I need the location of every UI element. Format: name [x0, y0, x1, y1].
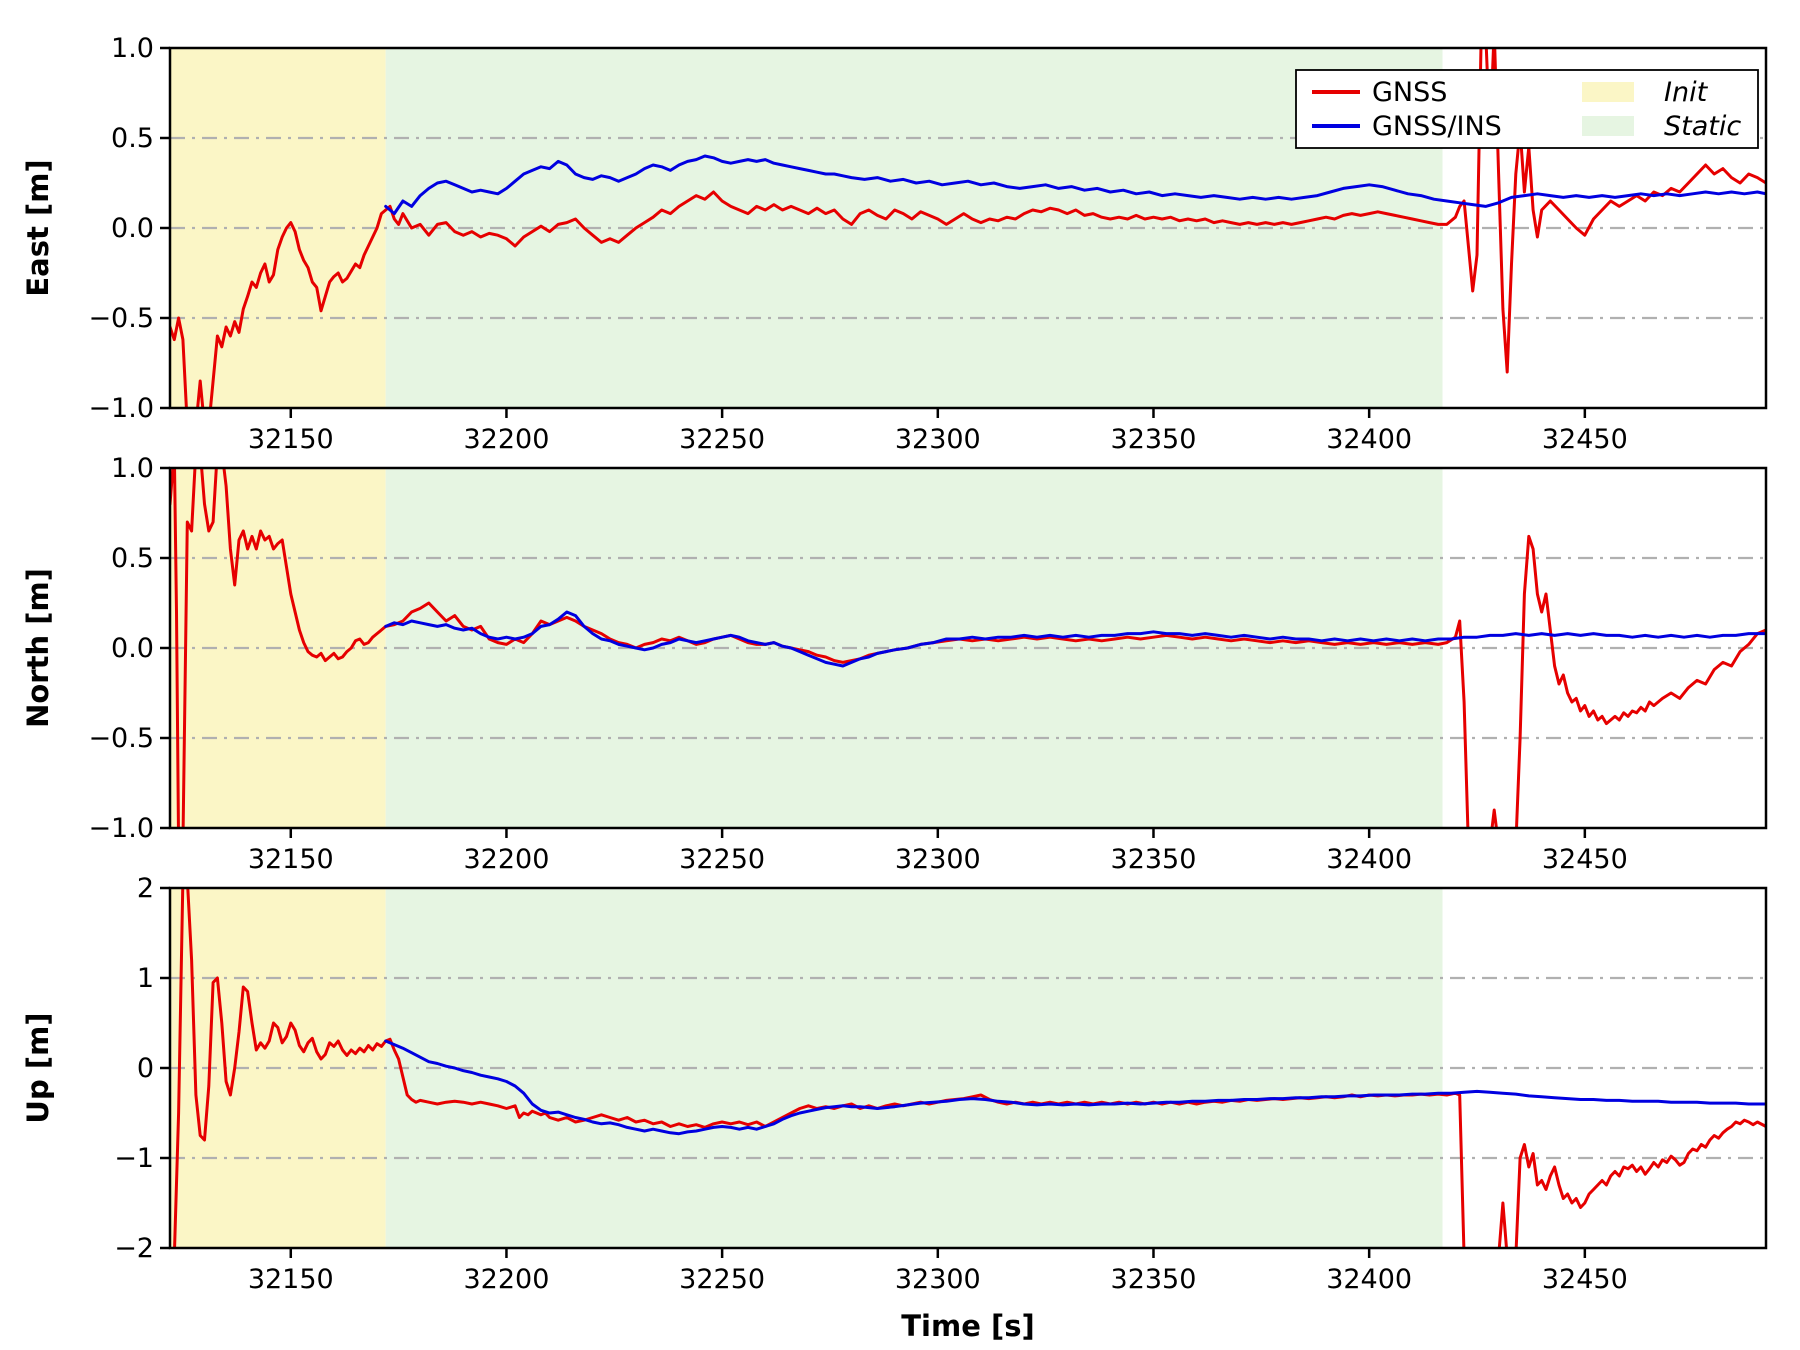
x-tick-label: 32350: [1111, 1264, 1197, 1295]
x-tick-label: 32450: [1542, 1264, 1628, 1295]
x-tick-label: 32200: [464, 1264, 550, 1295]
y-tick-label: −1.0: [88, 813, 154, 844]
x-tick-label: 32300: [895, 424, 981, 455]
x-tick-label: 32450: [1542, 424, 1628, 455]
series-gnss-ins: [384, 610, 1766, 668]
x-tick-label: 32150: [248, 1264, 334, 1295]
series-gnss: [170, 468, 1766, 828]
legend-patch-sample: [1582, 116, 1634, 136]
legend-patch-sample: [1582, 82, 1634, 102]
x-tick-label: 32150: [248, 844, 334, 875]
y-tick-label: −0.5: [88, 723, 154, 754]
panel-0: −1.0 −0.5 0.0 0.5 1.0 32150 32200 32250 32300 323…: [21, 33, 1768, 455]
legend-label-gnss: GNSS: [1372, 77, 1447, 108]
y-tick-label: −0.5: [88, 303, 154, 334]
legend-box: [1295, 69, 1759, 149]
x-tick-label: 32250: [679, 1264, 765, 1295]
x-tick-label: 32200: [464, 844, 550, 875]
y-tick-label: 0: [137, 1053, 154, 1084]
series-gnss-ins: [384, 154, 1766, 216]
x-tick-label: 32400: [1326, 844, 1412, 875]
y-tick-label: −1.0: [88, 393, 154, 424]
x-tick-label: 32300: [895, 844, 981, 875]
legend-label-static: Static: [1664, 111, 1741, 142]
y-tick-label: −1: [114, 1143, 154, 1174]
y-tick-label: 1.0: [111, 33, 154, 64]
x-tick-label: 32350: [1111, 844, 1197, 875]
x-tick-label: 32250: [679, 424, 765, 455]
legend-label-init: Init: [1664, 77, 1709, 108]
y-axis-label: East [m]: [21, 159, 55, 296]
x-tick-label: 32400: [1326, 424, 1412, 455]
y-axis-label: Up [m]: [21, 1012, 55, 1123]
y-tick-label: 1.0: [111, 453, 154, 484]
panel-1: −1.0 −0.5 0.0 0.5 1.0 32150 32200 32250 32300 323…: [21, 453, 1768, 875]
y-tick-label: 0.5: [111, 543, 154, 574]
x-tick-label: 32300: [895, 1264, 981, 1295]
x-axis-label: Time [s]: [901, 1309, 1034, 1343]
y-tick-label: 1: [137, 963, 154, 994]
x-tick-label: 32200: [464, 424, 550, 455]
y-tick-label: −2: [114, 1233, 154, 1264]
panel-2: −2 −1 0 1 2 32150 32200 32250 32300 32350 32400 324…: [21, 873, 1768, 1295]
y-tick-label: 0.0: [111, 633, 154, 664]
y-axis-label: North [m]: [21, 568, 55, 728]
x-tick-label: 32150: [248, 424, 334, 455]
y-tick-label: 2: [137, 873, 154, 904]
x-tick-label: 32250: [679, 844, 765, 875]
x-tick-label: 32450: [1542, 844, 1628, 875]
series-gnss-ins: [384, 1039, 1766, 1136]
legend-label-gnss-ins: GNSS/INS: [1372, 111, 1502, 142]
x-tick-label: 32350: [1111, 424, 1197, 455]
y-tick-label: 0.0: [111, 213, 154, 244]
y-tick-label: 0.5: [111, 123, 154, 154]
x-tick-label: 32400: [1326, 1264, 1412, 1295]
